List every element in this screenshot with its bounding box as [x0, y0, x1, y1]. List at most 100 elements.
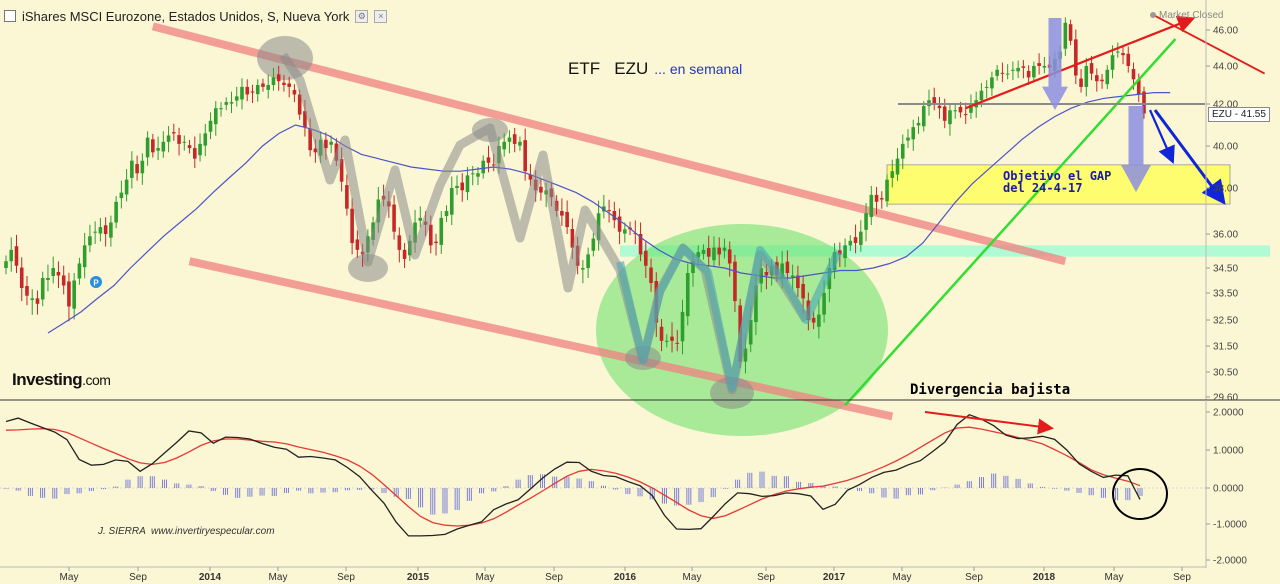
etf-label-sub: ... en semanal — [654, 61, 743, 77]
time-axis-label: Sep — [129, 572, 147, 583]
candle-body — [1037, 63, 1041, 66]
candle-body — [460, 182, 465, 191]
candle-body — [229, 102, 234, 104]
candle-body — [449, 188, 454, 215]
candle-body — [649, 267, 653, 283]
candle-body — [114, 201, 118, 223]
macd-line — [5, 413, 1141, 537]
collapse-toggle-icon[interactable] — [4, 10, 16, 22]
candle-body — [208, 120, 213, 132]
candle-body — [151, 139, 155, 153]
candle-body — [98, 227, 103, 234]
candle-body — [266, 85, 271, 90]
candle-body — [177, 135, 181, 144]
candle-body — [1021, 66, 1026, 68]
candle-body — [56, 272, 61, 276]
candle-body — [486, 157, 491, 163]
time-axis-label: 2016 — [614, 572, 637, 583]
candle-body — [864, 213, 868, 230]
candle-body — [560, 211, 564, 216]
candle-body — [518, 141, 522, 146]
time-axis-label: Sep — [1173, 572, 1191, 583]
candle-body — [213, 108, 218, 125]
candle-body — [240, 86, 244, 100]
candle-body — [434, 241, 438, 244]
candle-body — [470, 173, 475, 175]
candle-body — [507, 137, 512, 142]
purple-arrow-down-2 — [1121, 106, 1151, 192]
candle-body — [817, 314, 821, 327]
candle-body — [570, 228, 575, 248]
price-axis-label: 29.60 — [1213, 393, 1238, 404]
candle-body — [397, 235, 402, 250]
gap-line-1: Objetivo el GAP — [1003, 169, 1112, 183]
candle-body — [224, 102, 229, 105]
close-icon[interactable]: × — [374, 9, 388, 23]
purple-arrow-down-1 — [1042, 18, 1068, 110]
candle-body — [717, 247, 722, 255]
candle-body — [607, 210, 611, 212]
candle-body — [743, 348, 748, 362]
candle-body — [1016, 67, 1020, 72]
candle-body — [51, 268, 55, 276]
time-axis-label: May — [269, 572, 288, 583]
candle-body — [764, 272, 769, 276]
candle-body — [25, 286, 29, 296]
candle-body — [502, 141, 507, 150]
candle-body — [1089, 63, 1094, 74]
price-axis-label: 40.00 — [1213, 142, 1238, 153]
candle-body — [355, 239, 360, 250]
candle-body — [701, 249, 706, 254]
candle-body — [612, 211, 617, 221]
candle-body — [969, 104, 973, 113]
status-dot-icon — [1150, 12, 1156, 18]
candle-body — [444, 211, 449, 217]
candle-body — [953, 110, 958, 112]
candle-body — [192, 148, 197, 159]
price-axis-label: 34.50 — [1213, 264, 1238, 275]
candle-body — [1074, 39, 1078, 76]
time-axis-label: Sep — [965, 572, 983, 583]
candle-body — [72, 280, 76, 309]
candle-body — [203, 133, 208, 146]
candle-body — [796, 275, 800, 288]
candle-body — [722, 247, 727, 251]
price-axis-label: 42.00 — [1213, 100, 1238, 111]
candle-body — [1126, 53, 1131, 66]
pivot-badge-letter: P — [93, 279, 99, 288]
candle-body — [35, 298, 40, 304]
market-status-label: Market Closed — [1159, 10, 1224, 21]
candle-body — [885, 179, 889, 202]
candle-body — [276, 74, 281, 82]
candle-body — [350, 208, 354, 244]
price-axis-label: 46.00 — [1213, 26, 1238, 37]
candle-body — [4, 261, 8, 268]
candle-body — [124, 179, 129, 195]
time-axis-label: Sep — [545, 572, 563, 583]
candle-body — [67, 281, 71, 307]
osc-axis-label: 0.0000 — [1213, 484, 1244, 495]
candle-body — [754, 285, 758, 323]
candle-body — [932, 97, 937, 104]
candle-body — [528, 174, 533, 180]
candle-body — [455, 185, 459, 188]
candle-body — [990, 77, 994, 89]
settings-icon[interactable]: ⚙ — [355, 9, 369, 23]
candle-body — [145, 137, 150, 158]
candle-body — [82, 245, 87, 268]
candle-body — [1110, 55, 1115, 70]
candle-body — [853, 237, 858, 244]
price-axis-label: 44.00 — [1213, 62, 1238, 73]
candle-body — [874, 194, 879, 202]
candle-body — [1026, 70, 1031, 78]
highlight-ring — [1112, 468, 1168, 520]
candle-body — [696, 252, 701, 258]
candle-body — [103, 225, 108, 234]
time-axis-label: 2015 — [407, 572, 430, 583]
candle-body — [109, 222, 113, 238]
candle-body — [963, 114, 968, 116]
candle-body — [706, 248, 711, 257]
candle-body — [906, 137, 910, 141]
candle-body — [995, 69, 999, 76]
lower-channel-line — [188, 257, 894, 421]
